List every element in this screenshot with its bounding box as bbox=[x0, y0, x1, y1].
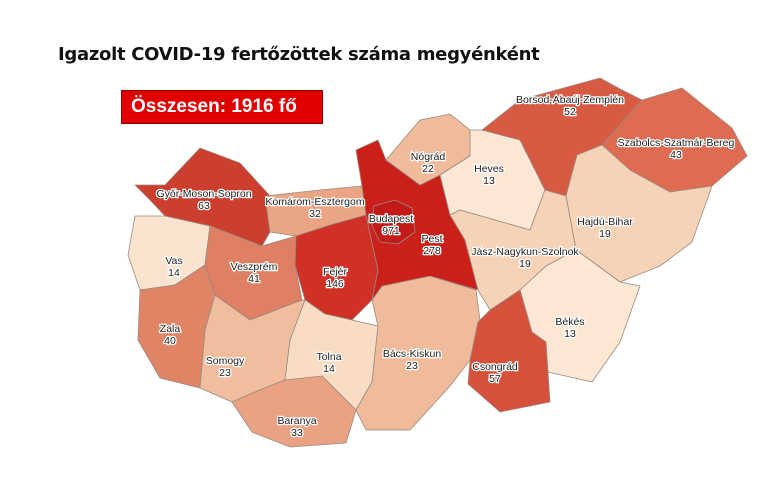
county-name-label: Borsod-Abaúj-Zemplén bbox=[516, 94, 624, 106]
county-value-label: 23 bbox=[219, 367, 231, 379]
county-name-label: Pest bbox=[421, 233, 442, 245]
county-value-label: 41 bbox=[248, 273, 260, 285]
county-value-label: 13 bbox=[483, 175, 495, 187]
county-name-label: Veszprém bbox=[231, 261, 278, 273]
county-name-label: Bács-Kiskun bbox=[383, 348, 442, 360]
map-title: Igazolt COVID-19 fertőzöttek száma megyé… bbox=[58, 44, 540, 65]
county-tolna bbox=[284, 299, 379, 411]
county-name-label: Békés bbox=[555, 316, 584, 328]
county-name-label: Budapest bbox=[369, 213, 413, 225]
county-name-label: Komárom-Esztergom bbox=[265, 196, 364, 208]
county-name-label: Heves bbox=[474, 163, 504, 175]
county-value-label: 19 bbox=[519, 258, 531, 270]
county-name-label: Baranya bbox=[277, 415, 316, 427]
county-fejer bbox=[294, 214, 379, 321]
county-value-label: 57 bbox=[489, 373, 501, 385]
county-value-label: 43 bbox=[670, 149, 682, 161]
county-name-label: Hajdú-Bihar bbox=[577, 216, 633, 228]
county-name-label: Szabolcs-Szatmár-Bereg bbox=[618, 137, 735, 149]
county-name-label: Jász-Nagykun-Szolnok bbox=[471, 246, 579, 258]
county-csongrad bbox=[467, 289, 551, 413]
county-name-label: Nógrád bbox=[411, 151, 446, 163]
county-name-label: Somogy bbox=[206, 355, 245, 367]
county-name-label: Tolna bbox=[316, 351, 341, 363]
county-value-label: 23 bbox=[406, 360, 418, 372]
total-cases-badge: Összesen: 1916 fő bbox=[121, 90, 323, 124]
county-value-label: 971 bbox=[382, 225, 400, 237]
county-value-label: 52 bbox=[564, 106, 576, 118]
county-name-label: Csongrád bbox=[472, 361, 518, 373]
county-value-label: 32 bbox=[309, 208, 321, 220]
county-value-label: 14 bbox=[323, 363, 335, 375]
county-value-label: 63 bbox=[198, 200, 210, 212]
county-value-label: 146 bbox=[326, 278, 344, 290]
county-value-label: 40 bbox=[164, 335, 176, 347]
county-value-label: 19 bbox=[599, 228, 611, 240]
county-value-label: 33 bbox=[291, 427, 303, 439]
county-value-label: 278 bbox=[423, 245, 441, 257]
county-name-label: Győr-Moson-Sopron bbox=[156, 188, 251, 200]
county-value-label: 14 bbox=[168, 267, 180, 279]
county-name-label: Zala bbox=[160, 323, 181, 335]
county-value-label: 13 bbox=[564, 328, 576, 340]
county-budapest bbox=[371, 199, 416, 245]
county-name-label: Vas bbox=[165, 255, 182, 267]
county-name-label: Fejér bbox=[323, 266, 347, 278]
county-value-label: 22 bbox=[422, 163, 434, 175]
